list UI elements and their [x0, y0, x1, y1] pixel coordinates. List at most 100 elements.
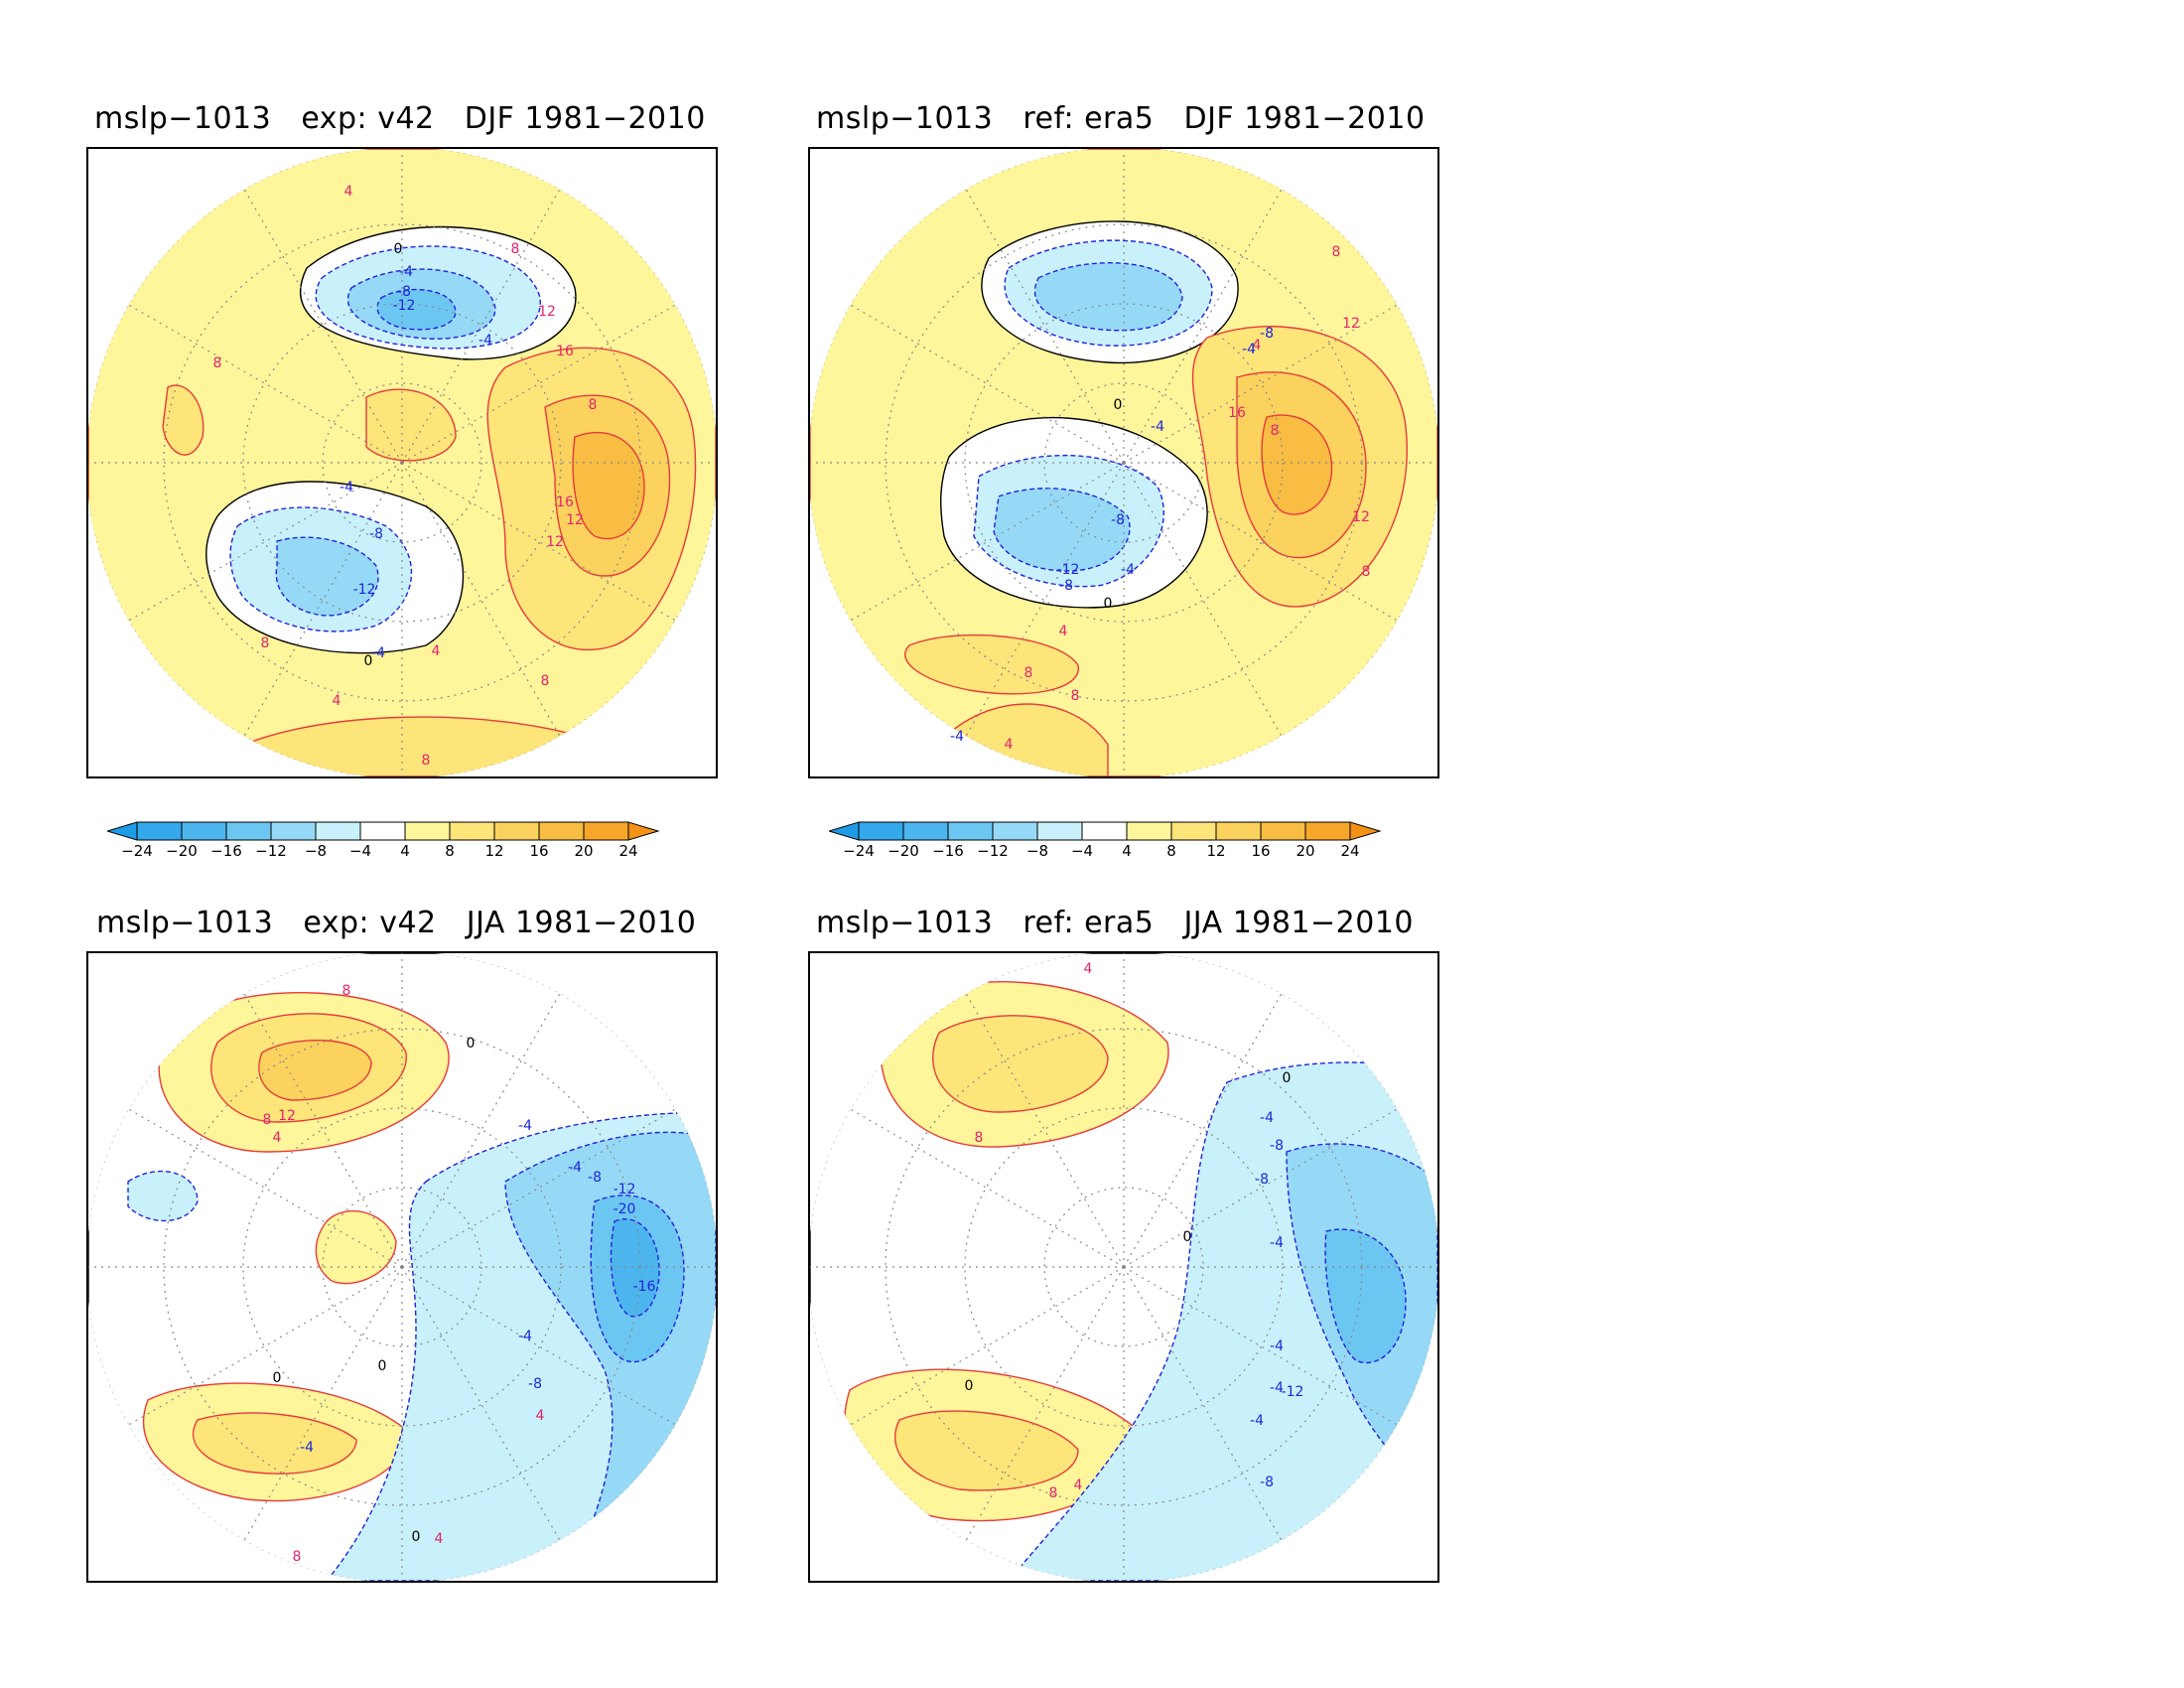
colorbar-segment — [858, 821, 904, 841]
contour-label: 4 — [1074, 1477, 1083, 1493]
contour-label: 12 — [1342, 316, 1360, 332]
map-panel-ref-jja: 4 8 0 0 -4 -8 -8 -4 -4 -4 -12 -4 -8 0 4 8 — [808, 951, 1439, 1583]
contour-label: -8 — [1260, 326, 1274, 342]
contour-label: 8 — [1271, 423, 1280, 439]
contour-label: 4 — [1005, 737, 1014, 753]
map-outside-mask — [810, 953, 1437, 1581]
colorbar-tick-label: −8 — [1026, 842, 1048, 860]
contour-label: -4 — [518, 1329, 532, 1344]
meridian-line — [401, 462, 687, 628]
contour-label: 16 — [556, 344, 574, 359]
contour-label: 4 — [536, 1408, 545, 1424]
meridian-line — [1123, 982, 1289, 1268]
meridian-line — [401, 178, 567, 464]
latitude-circle — [1043, 1187, 1204, 1347]
contour-label: -8 — [1270, 1138, 1284, 1154]
colorbar-segment — [449, 821, 495, 841]
contour-label: 0 — [1104, 596, 1113, 612]
contour-region-aleutian-low-8 — [1033, 262, 1183, 332]
contour-label: 8 — [293, 1549, 302, 1565]
contour-label: 8 — [541, 673, 550, 689]
colorbar-tick-label: 20 — [1296, 842, 1314, 860]
colorbar-tick-label: 12 — [484, 842, 503, 860]
colorbar-tick-label: −12 — [255, 842, 287, 860]
latitude-circle — [242, 303, 562, 623]
contour-label: -8 — [369, 526, 383, 542]
contour-region-siberian-high-16 — [1261, 414, 1333, 515]
contour-label: -8 — [528, 1376, 542, 1392]
latitude-circle — [964, 303, 1284, 623]
colorbar-segment — [315, 821, 361, 841]
map-panel-exp-djf: 4 0 -4 -8 -12 -4 8 12 16 8 16 12 12 -4 -8 -12 -4 0 4 8 4 8 8 8 — [86, 147, 718, 778]
contour-label: 8 — [342, 983, 351, 999]
contour-label: 12 — [546, 534, 564, 550]
contour-label: -12 — [614, 1182, 636, 1197]
colorbar-tick-label: 12 — [1206, 842, 1225, 860]
meridian-line — [401, 1266, 567, 1552]
colorbar-segment — [1170, 821, 1217, 841]
contour-label: 8 — [589, 397, 598, 413]
colorbar-tick-label: −12 — [977, 842, 1009, 860]
colorbar-tick-label: −16 — [932, 842, 964, 860]
contour-label: 0 — [412, 1529, 421, 1545]
colorbar-segment — [225, 821, 272, 841]
colorbar-segment — [404, 821, 451, 841]
contour-label: 8 — [511, 241, 520, 257]
colorbar-segment — [1304, 821, 1351, 841]
contour-region-arctic-high-4 — [315, 1209, 397, 1285]
contour-label: -20 — [614, 1201, 636, 1217]
contour-label: 8 — [422, 753, 431, 769]
map-panel-ref-djf: 8 4 -8 -4 8 12 16 8 12 0 -4 -8 -12 -8 -4 0 4 8 8 4 -4 — [808, 147, 1439, 778]
meridian-line — [1123, 462, 1289, 748]
contour-label: 12 — [538, 304, 556, 320]
contour-label: -16 — [633, 1279, 656, 1295]
contour-label: 8 — [213, 355, 222, 371]
colorbar-left-arrow — [827, 821, 860, 841]
contour-region-siberian-high-16 — [572, 432, 645, 540]
contour-region-azores-high-8 — [894, 1410, 1079, 1491]
latitude-circle — [322, 382, 482, 543]
contour-region-aleutian-low-12 — [376, 288, 457, 331]
contour-label: 8 — [1049, 1485, 1058, 1501]
colorbar-tick-label: −24 — [843, 842, 875, 860]
colorbar-segment — [902, 821, 949, 841]
meridian-line — [1123, 178, 1289, 464]
colorbar-segment — [1081, 821, 1128, 841]
colorbar-tick-label: 16 — [1251, 842, 1270, 860]
contour-label: 8 — [1024, 665, 1033, 681]
colorbar-left-arrow — [105, 821, 138, 841]
colorbar-tick-label: −16 — [210, 842, 242, 860]
panel-title-ref-jja: mslp−1013 ref: era5 JJA 1981−2010 — [816, 906, 1415, 940]
meridian-line — [401, 982, 567, 1268]
contour-label: 12 — [566, 512, 584, 528]
contour-label: -8 — [1059, 578, 1073, 594]
contour-label: -8 — [1260, 1475, 1274, 1490]
contour-label: 8 — [975, 1130, 984, 1146]
colorbar-right-arrow — [627, 821, 660, 841]
colorbar-segment — [583, 821, 629, 841]
contour-label: -4 — [340, 480, 353, 495]
contour-region-pacific-low-4 — [127, 1170, 199, 1222]
meridian-line — [1123, 462, 1409, 628]
colorbar-tick-label: 24 — [618, 842, 637, 860]
contour-region-asian-low-12 — [1324, 1228, 1407, 1364]
colorbar-segment — [270, 821, 317, 841]
colorbar-segment — [1126, 821, 1172, 841]
panel-title-exp-jja: mslp−1013 exp: v42 JJA 1981−2010 — [96, 906, 697, 940]
contour-label: 16 — [556, 494, 574, 510]
colorbar-tick-label: 4 — [400, 842, 410, 860]
colorbar-segment — [493, 821, 540, 841]
contour-label: -4 — [1151, 419, 1164, 435]
contour-label: 0 — [965, 1378, 974, 1394]
contour-label: 16 — [1228, 405, 1246, 421]
meridian-line — [1123, 1266, 1409, 1432]
contour-label: -4 — [478, 333, 492, 349]
colorbar-tick-label: 24 — [1340, 842, 1359, 860]
contour-label: -4 — [371, 645, 385, 661]
map-outside-mask — [88, 149, 716, 776]
contour-label: -12 — [1057, 562, 1080, 578]
colorbar-segment — [1215, 821, 1262, 841]
contour-label: 8 — [261, 635, 270, 651]
contour-label: 4 — [273, 1130, 282, 1146]
latitude-circle — [242, 1107, 562, 1427]
